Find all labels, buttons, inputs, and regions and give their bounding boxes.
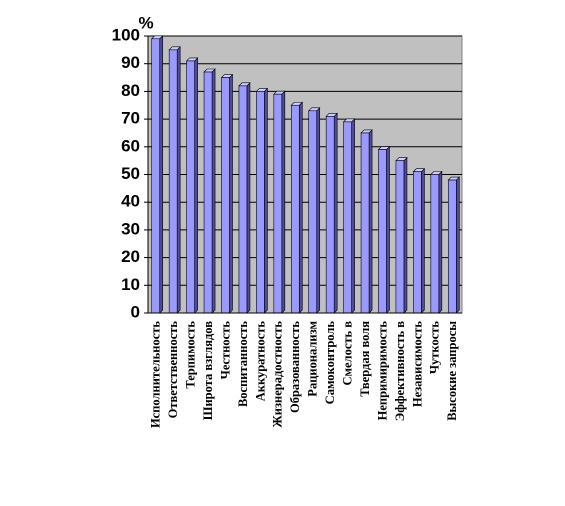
bar-side — [421, 168, 425, 314]
bar — [186, 60, 195, 314]
bar-side — [159, 35, 164, 314]
x-tick-label: Рационализм — [306, 321, 320, 397]
x-tick-label: Жизнерадостность — [271, 321, 285, 428]
x-tick-label: Воспитанность — [236, 321, 250, 407]
bar-side — [194, 57, 198, 314]
bar — [168, 49, 178, 314]
bar — [413, 171, 422, 314]
bar-side — [176, 46, 181, 314]
x-tick-label: Ответственность — [166, 321, 180, 419]
x-tick-label: Независимость — [410, 321, 424, 408]
y-tick-label: 60 — [121, 136, 140, 155]
x-tick-label: Самоконтроль — [323, 321, 337, 405]
bar-side — [351, 118, 355, 314]
bar — [430, 174, 440, 314]
y-tick-label: 90 — [121, 53, 140, 72]
bar — [290, 104, 300, 314]
y-tick-label: 100 — [112, 25, 140, 44]
bar — [360, 132, 370, 314]
x-tick-label: Честность — [218, 321, 232, 380]
y-tick-label: 50 — [121, 164, 140, 183]
bar — [256, 91, 265, 314]
x-tick-label: Непримиримость — [375, 321, 389, 421]
y-tick-label: 70 — [121, 109, 140, 128]
bar — [378, 149, 387, 314]
bar-side — [246, 82, 251, 314]
bar-side — [229, 73, 233, 314]
bar-side — [281, 90, 286, 314]
bar-side — [316, 107, 321, 314]
bar — [151, 38, 161, 314]
x-tick-label: Аккуратность — [253, 321, 267, 402]
y-tick-label: 10 — [121, 275, 140, 294]
y-tick-label: 40 — [121, 192, 140, 211]
bar-side — [403, 156, 408, 314]
x-tick-label: Эффективность в — [393, 321, 407, 421]
x-tick-label: Чуткость — [428, 321, 442, 375]
y-axis-label: % — [138, 13, 153, 32]
bar-side — [368, 129, 373, 314]
bar-side — [211, 68, 216, 314]
y-tick-label: 0 — [131, 302, 140, 321]
y-tick-label: 30 — [121, 219, 140, 238]
bar-side — [438, 170, 443, 314]
bar — [221, 77, 230, 314]
x-tick-label: Образованность — [288, 321, 302, 413]
bar — [203, 71, 213, 314]
x-tick-label: Широта взглядов — [201, 321, 215, 420]
x-tick-label: Высокие запросы — [445, 321, 459, 421]
bar-side — [455, 176, 460, 314]
bar-side — [386, 145, 390, 314]
bar — [343, 121, 352, 314]
bar — [395, 160, 405, 314]
bar — [447, 179, 457, 314]
x-tick-label: Терпимость — [183, 321, 197, 389]
bar — [273, 93, 283, 314]
x-tick-label: Твердая воля — [358, 321, 372, 397]
y-tick-label: 20 — [121, 247, 140, 266]
bar — [238, 85, 248, 314]
x-tick-label: Исполнительность — [149, 321, 163, 428]
x-tick-label: Смелость в — [340, 321, 354, 386]
bar-side — [264, 87, 268, 314]
y-tick-label: 80 — [121, 81, 140, 100]
bar — [308, 110, 318, 314]
bar-side — [298, 101, 303, 314]
bar-side — [333, 112, 338, 314]
bar — [325, 116, 335, 314]
